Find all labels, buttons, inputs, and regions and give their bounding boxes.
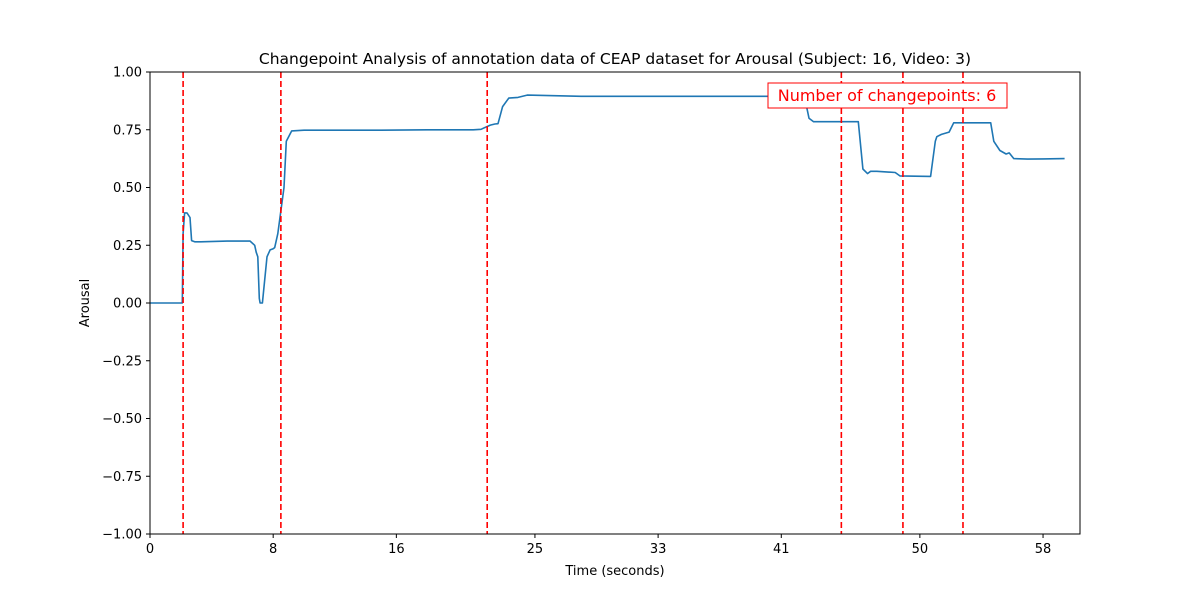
x-tick-label: 8 (269, 542, 277, 557)
x-tick-label: 25 (527, 542, 544, 557)
y-axis-label: Arousal (78, 279, 93, 328)
y-tick-label: 1.00 (113, 66, 142, 81)
y-tick-label: −0.75 (102, 470, 142, 485)
y-tick-label: −1.00 (102, 528, 142, 543)
annotation-text: Number of changepoints: 6 (778, 86, 997, 105)
changepoint-count-annotation: Number of changepoints: 6 (767, 82, 1008, 109)
y-tick-label: 0.50 (113, 181, 142, 196)
y-tick-label: 0.00 (113, 297, 142, 312)
y-tick-label: 0.75 (113, 123, 142, 138)
x-tick-label: 33 (650, 542, 667, 557)
x-tick-label: 0 (146, 542, 154, 557)
x-tick-label: 16 (388, 542, 405, 557)
axes: 0 8 16 25 33 41 50 58 1.00 0.75 0.50 0.25 0.00 −0.25 −… (102, 66, 1051, 558)
x-axis-label: Time (seconds) (564, 564, 664, 579)
x-tick-label: 41 (773, 542, 790, 557)
series-line-1 (150, 94, 1065, 304)
x-tick-label: 50 (912, 542, 929, 557)
x-tick-label: 58 (1035, 542, 1052, 557)
plot-area (150, 72, 1065, 534)
plot-frame (149, 71, 1081, 535)
y-tick-label: −0.50 (102, 412, 142, 427)
annotation-box (767, 82, 1008, 109)
y-tick-label: −0.25 (102, 354, 142, 369)
chart-title: Changepoint Analysis of annotation data … (259, 50, 971, 68)
y-tick-label: 0.25 (113, 239, 142, 254)
